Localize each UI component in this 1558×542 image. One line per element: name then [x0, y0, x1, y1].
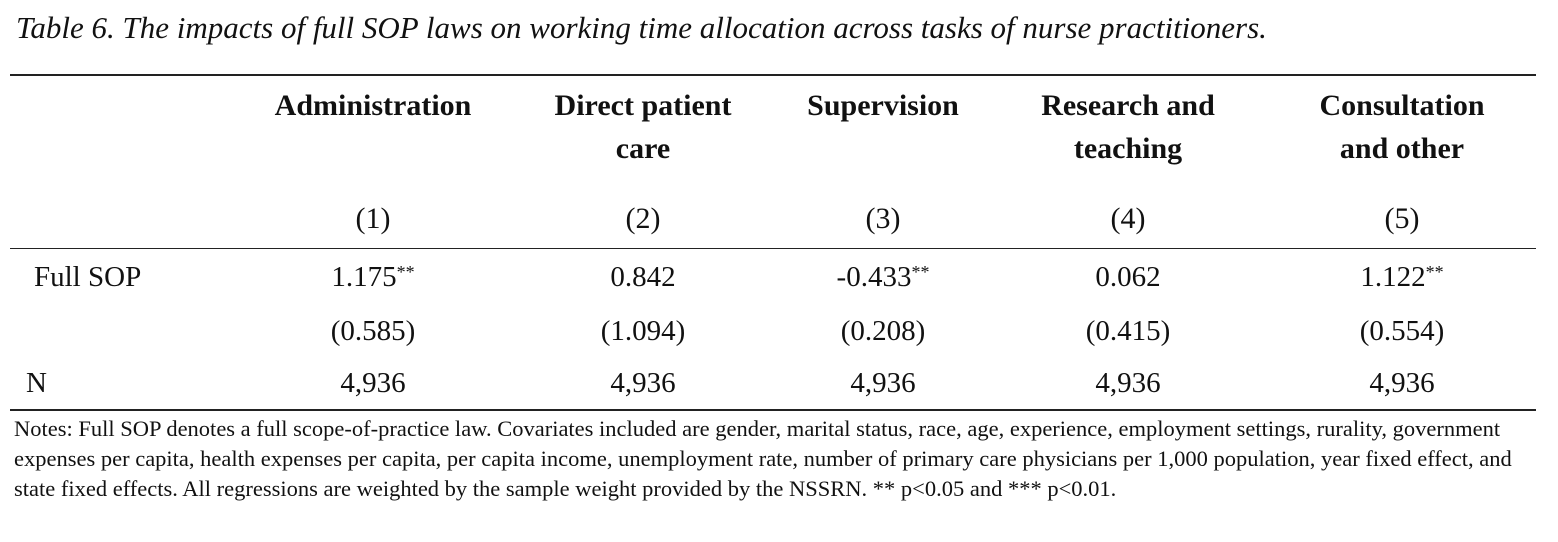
coefficient-cell: 1.175**	[238, 249, 508, 306]
standard-error-cell: (0.585)	[330, 314, 416, 347]
column-number-row: (1) (2) (3) (4) (5)	[10, 190, 1536, 249]
significance-stars: **	[911, 261, 930, 282]
column-heading-line: Research and	[1041, 89, 1215, 122]
row-label-full-sop: Full SOP	[34, 260, 142, 293]
coefficient-cell: 1.122**	[1268, 249, 1536, 306]
column-heading-row: Administration Direct patient care Super…	[10, 74, 1536, 190]
column-heading-administration: Administration	[238, 74, 508, 190]
column-heading-supervision: Supervision	[778, 74, 988, 190]
full-sop-standard-error-row: (0.585) (1.094) (0.208) (0.415) (0.554)	[10, 305, 1536, 357]
column-heading-direct-patient-care: Direct patient care	[508, 74, 778, 190]
regression-table-container: Administration Direct patient care Super…	[10, 74, 1536, 411]
column-heading-line: care	[615, 132, 671, 165]
column-number: (3)	[778, 190, 988, 249]
coefficient-value: 1.175	[331, 260, 397, 293]
observations-cell: 4,936	[1268, 357, 1536, 411]
column-heading-line: teaching	[1073, 132, 1183, 165]
coefficient-value: 0.842	[610, 260, 676, 293]
column-heading-line: and other	[1339, 132, 1465, 165]
column-heading-line: Consultation	[1319, 89, 1485, 122]
column-number: (1)	[238, 190, 508, 249]
coefficient-cell: 0.062	[988, 249, 1268, 306]
column-heading-line: Direct patient	[554, 89, 732, 122]
standard-error-cell: (0.208)	[840, 314, 926, 347]
row-label-empty	[10, 305, 238, 357]
full-sop-coefficient-row: Full SOP 1.175** 0.842 -0.433** 0.062 1.…	[10, 249, 1536, 306]
observations-row: N 4,936 4,936 4,936 4,936 4,936	[10, 357, 1536, 411]
column-heading-line: Supervision	[807, 89, 959, 122]
column-number: (2)	[508, 190, 778, 249]
table-title: Table 6. The impacts of full SOP laws on…	[16, 10, 1267, 45]
column-number: (5)	[1268, 190, 1536, 249]
significance-stars: **	[1425, 261, 1444, 282]
observations-cell: 4,936	[238, 357, 508, 411]
column-heading-line: Administration	[274, 89, 472, 122]
standard-error-cell: (0.554)	[1359, 314, 1445, 347]
row-label-n: N	[10, 357, 238, 411]
standard-error-cell: (0.415)	[1085, 314, 1171, 347]
stub-heading	[10, 74, 238, 190]
column-number: (4)	[988, 190, 1268, 249]
standard-error-cell: (1.094)	[600, 314, 686, 347]
significance-stars: **	[396, 261, 415, 282]
coefficient-value: 1.122	[1360, 260, 1426, 293]
column-heading-research-and-teaching: Research and teaching	[988, 74, 1268, 190]
stub-number	[10, 190, 238, 249]
observations-cell: 4,936	[988, 357, 1268, 411]
regression-table: Administration Direct patient care Super…	[10, 74, 1536, 411]
observations-cell: 4,936	[508, 357, 778, 411]
column-heading-consultation-and-other: Consultation and other	[1268, 74, 1536, 190]
coefficient-value: 0.062	[1095, 260, 1161, 293]
coefficient-cell: -0.433**	[778, 249, 988, 306]
coefficient-cell: 0.842	[508, 249, 778, 306]
observations-cell: 4,936	[778, 357, 988, 411]
coefficient-value: -0.433	[836, 260, 912, 293]
table-notes: Notes: Full SOP denotes a full scope-of-…	[14, 416, 1512, 501]
